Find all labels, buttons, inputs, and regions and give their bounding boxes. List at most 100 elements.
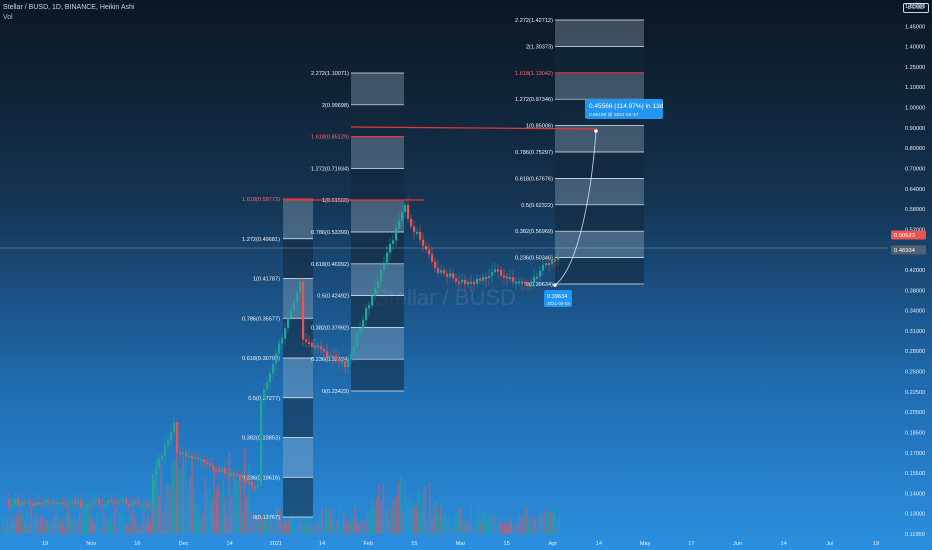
volume-bar (301, 516, 303, 534)
volume-bar (241, 513, 244, 534)
time-tick-label: 19 (873, 541, 879, 547)
fib-level-label: 0.382(0.56969) (515, 229, 553, 235)
projection-label[interactable]: 0.45566 (114.97%) in 13d 0.85199 @ 2021-0… (585, 99, 664, 119)
candle-body (386, 252, 389, 263)
volume-bar (391, 499, 393, 534)
time-tick-label: 15 (411, 541, 417, 547)
volume-bar (68, 506, 70, 534)
volume-bar (268, 516, 270, 534)
volume-bar (545, 513, 547, 534)
candle-body (398, 221, 401, 229)
candle-body (350, 354, 353, 360)
candle-body (35, 502, 38, 507)
volume-bar (334, 526, 336, 534)
volume-bar (439, 506, 442, 534)
candle-body (365, 308, 368, 321)
volume-bar (468, 522, 470, 534)
volume-bar (136, 521, 138, 534)
candle-body (209, 463, 212, 466)
volume-bar (270, 519, 272, 534)
volume-bar (323, 527, 325, 534)
fib-level-label: 2.272(1.10071) (311, 71, 349, 77)
volume-bar (105, 526, 107, 534)
fib-band (351, 73, 404, 105)
volume-bar (345, 522, 347, 534)
candle-body (476, 278, 479, 284)
price-tick-label: 0.11950 (905, 532, 925, 538)
volume-bar (316, 521, 319, 534)
volume-bar (123, 522, 125, 534)
candle-body (452, 273, 455, 279)
candle-body (203, 459, 206, 463)
volume-bar (294, 526, 297, 534)
volume-bar (461, 524, 464, 534)
candle-body (137, 502, 140, 505)
volume-bar (532, 516, 534, 534)
volume-bar (314, 525, 316, 534)
fib-level-label: 2(0.99698) (322, 103, 349, 109)
volume-bar (61, 518, 63, 534)
volume-bar (508, 524, 510, 534)
time-tick-label: 2021 (270, 541, 282, 547)
volume-bar (492, 514, 495, 534)
fib-band (555, 72, 644, 100)
candle-body (356, 333, 359, 346)
candle-body (323, 349, 326, 352)
fib-set-2[interactable]: 2.272(1.10071) 2(0.99698) 1.618(0.85129) 1.… (311, 71, 404, 395)
volume-bar (464, 521, 466, 534)
volume-bar (554, 512, 556, 534)
candle-body (503, 275, 506, 278)
volume-bar (134, 517, 136, 534)
volume-bar (145, 524, 147, 534)
volume-bar (72, 518, 74, 534)
time-axis[interactable] (0, 537, 888, 550)
volume-bar (505, 524, 508, 534)
volume-bar (413, 508, 415, 534)
anchor-point[interactable] (553, 283, 557, 287)
time-tick-label: Dec (179, 541, 189, 547)
fib-set-1[interactable]: 1.618(0.59772) 1.272(0.49681) 1(0.41787) 0.… (242, 197, 313, 521)
volume-bar (283, 520, 286, 534)
candle-body (455, 278, 458, 282)
candle-body (50, 501, 53, 504)
volume-bar (191, 458, 193, 534)
volume-bar (327, 511, 330, 534)
price-axis[interactable] (888, 0, 932, 550)
candle-body (275, 353, 278, 364)
candle-body (332, 355, 335, 358)
candle-body (467, 281, 470, 285)
volume-bar (455, 511, 457, 534)
candle-body (419, 231, 422, 240)
volume-bar (387, 508, 389, 534)
volume-bar (499, 518, 501, 534)
candle-body (401, 211, 404, 222)
volume-bar (527, 516, 530, 534)
volume-bar (178, 467, 180, 534)
volume-bar (219, 523, 222, 534)
candle-body (305, 339, 308, 342)
volume-bar (156, 455, 158, 534)
candle-body (380, 269, 383, 282)
volume-bar (43, 524, 46, 534)
volume-bar (446, 521, 448, 534)
symbol-title[interactable]: Stellar / BUSD, 1D, BINANCE, Heikin Ashi (3, 4, 135, 11)
price-tick-label: 0.20500 (905, 410, 925, 416)
time-tick-label: 17 (688, 541, 694, 547)
volume-bar (556, 527, 558, 534)
volume-bar (538, 513, 541, 534)
price-tick-label: 0.18500 (905, 430, 925, 436)
fib-band (555, 46, 644, 73)
volume-bar (193, 487, 195, 534)
volume-bar (28, 525, 30, 534)
volume-bar (94, 523, 96, 534)
volume-indicator-label[interactable]: Vol (3, 14, 13, 21)
target-point[interactable] (594, 129, 598, 133)
currency-button[interactable]: BUSD (903, 3, 929, 13)
fib-set-3[interactable]: 2.272(1.42712) 2(1.30373) 1.618(1.13042) 1.… (515, 18, 644, 288)
candle-body (440, 270, 443, 273)
volume-bar (85, 507, 88, 534)
volume-bar (404, 480, 407, 534)
